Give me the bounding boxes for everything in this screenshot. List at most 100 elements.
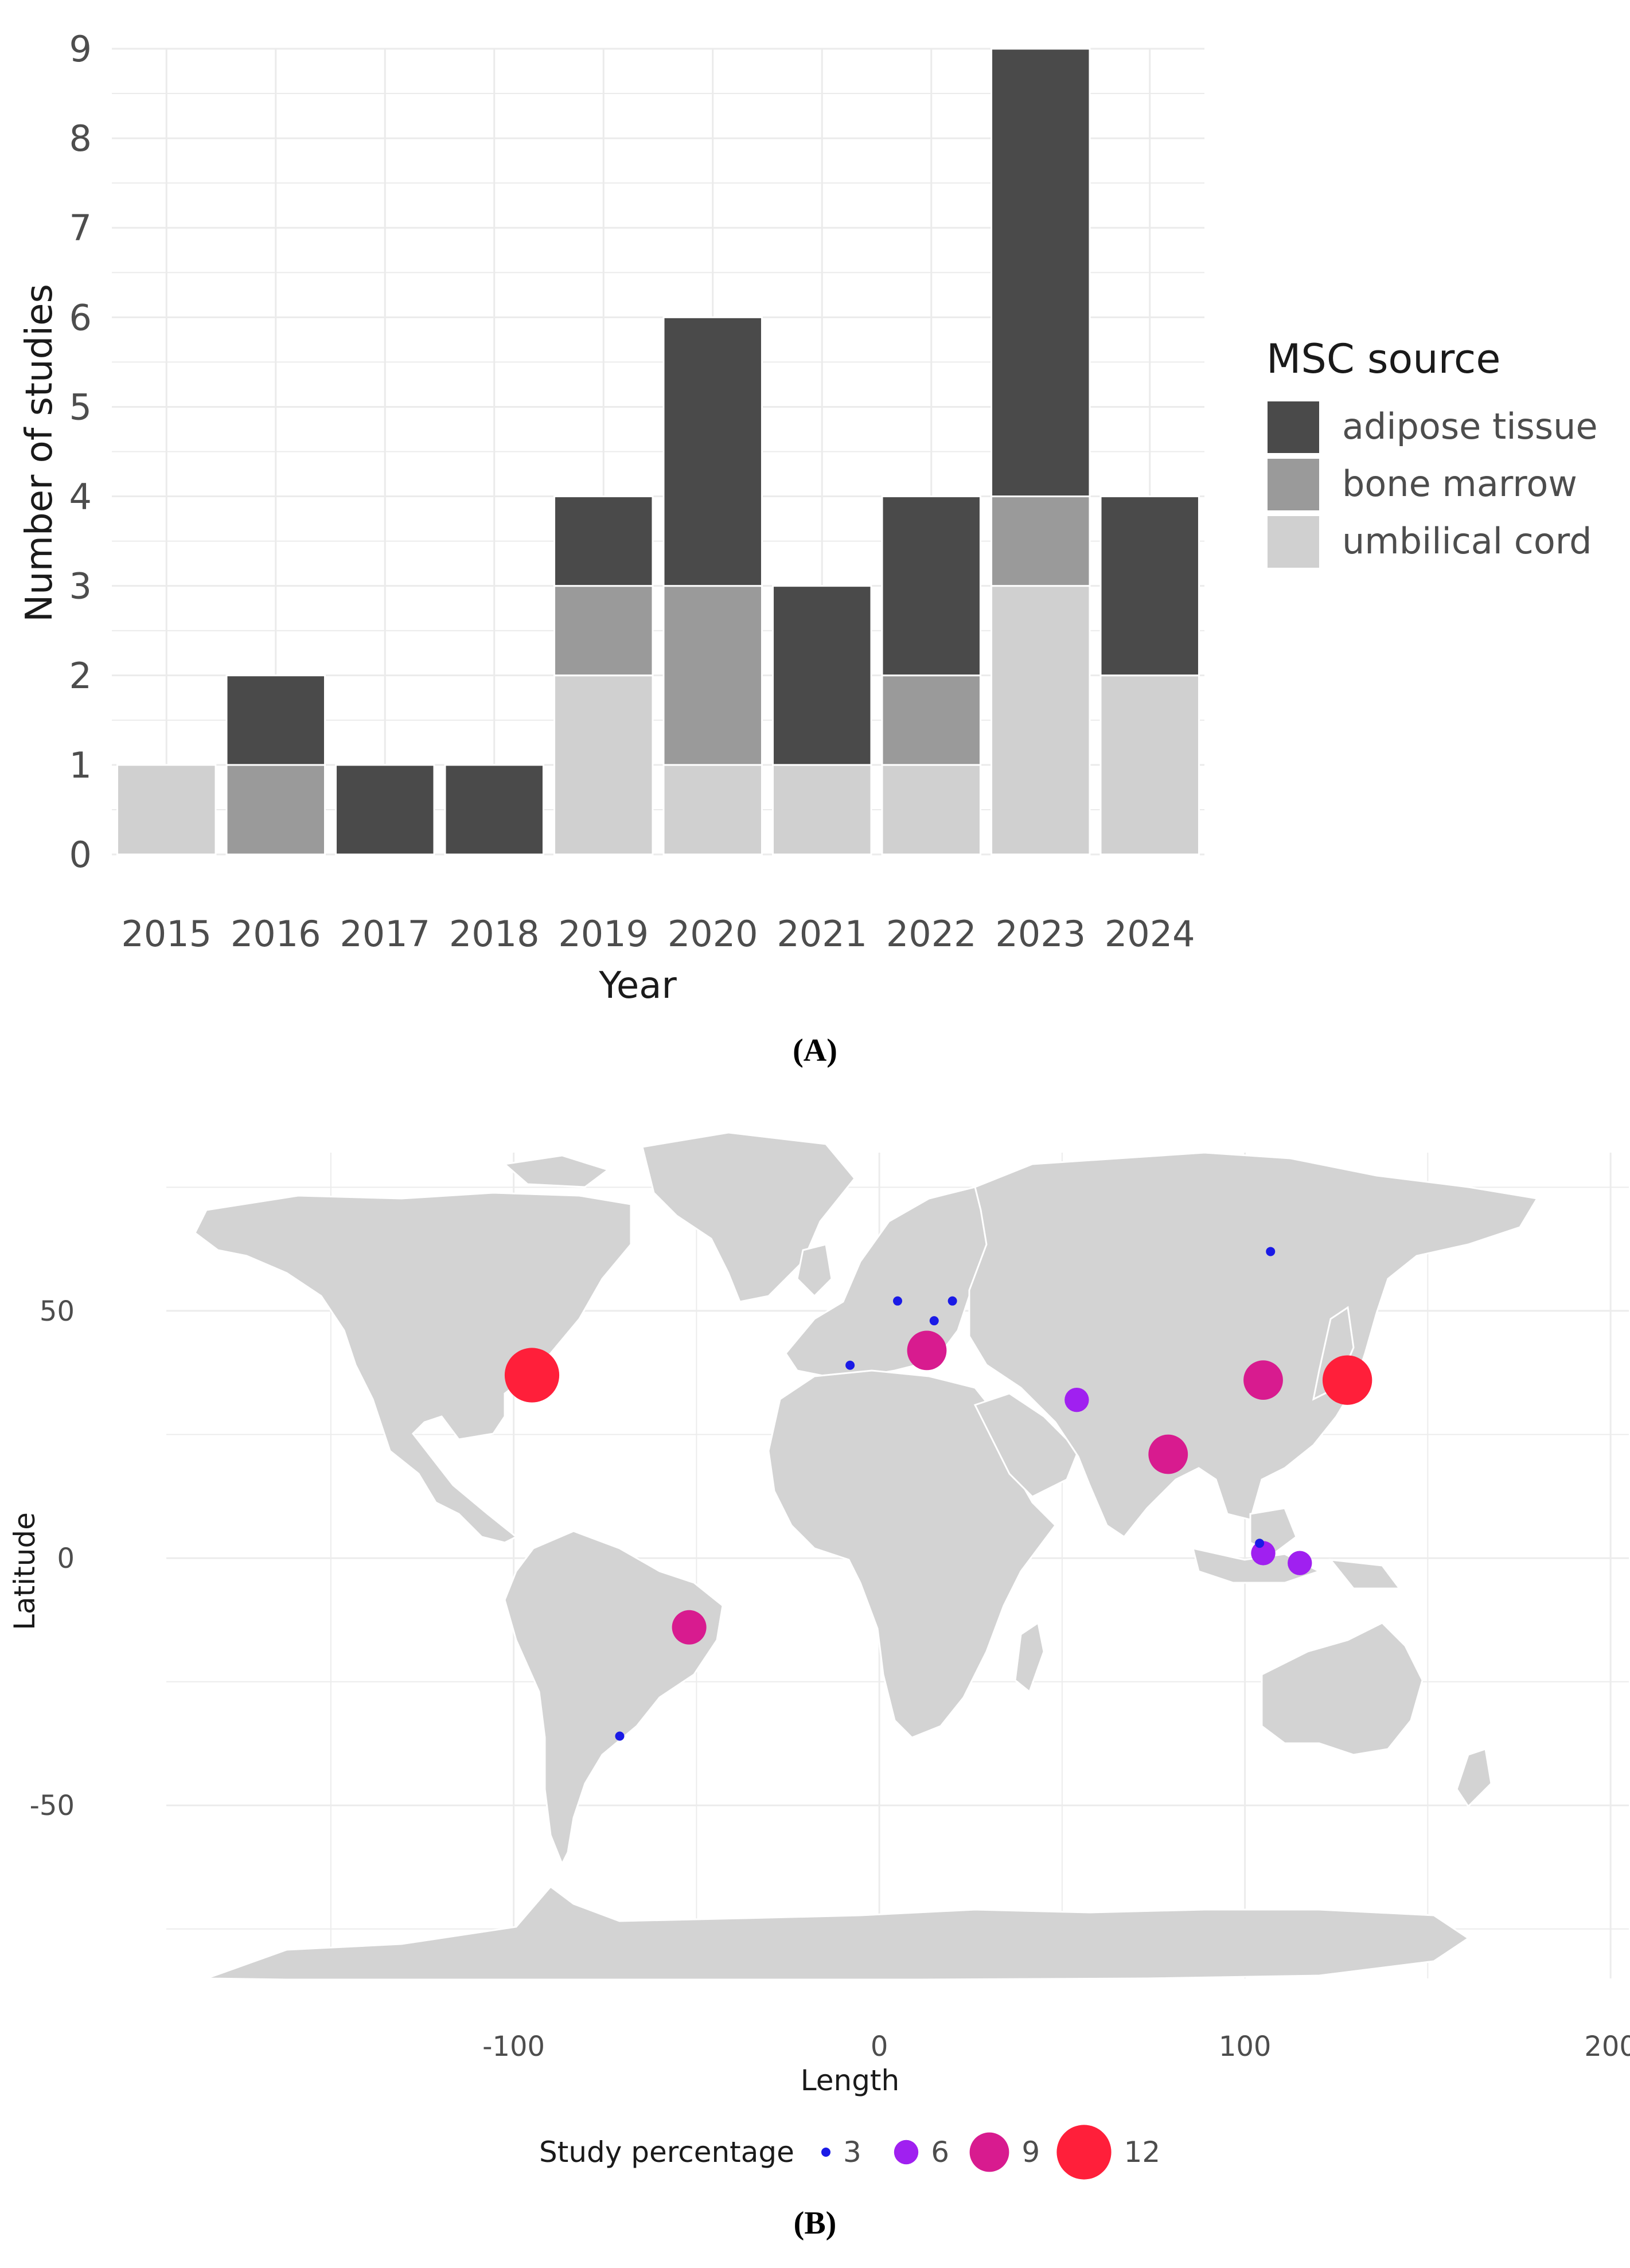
b-study-point (929, 1316, 939, 1326)
b-study-point (947, 1296, 957, 1306)
a-bar-segment-adipose-tissue-2022 (881, 495, 981, 677)
b-legend-title: Study percentage (539, 2136, 794, 2169)
b-x-tick-label: 200 (1584, 2031, 1630, 2063)
b-legend-dot (1056, 2125, 1112, 2180)
land-north-america (194, 1192, 632, 1544)
b-study-point (1322, 1355, 1372, 1405)
land-antarctica (206, 1885, 1470, 1981)
land-madagascar (1014, 1621, 1045, 1693)
a-legend-label-bone-marrow: bone marrow (1342, 463, 1577, 505)
b-y-axis-label: Latitude (8, 1512, 41, 1630)
a-bar-segment-bone-marrow-2022 (881, 674, 981, 766)
a-x-axis-label: Year (598, 965, 677, 1007)
a-bar-segment-adipose-tissue-2021 (772, 585, 872, 766)
b-study-points (504, 1247, 1372, 1741)
b-x-tick-labels: -100 0 100 200 (482, 2031, 1630, 2063)
a-legend-swatch-adipose-tissue (1268, 401, 1319, 453)
a-y-tick-label: 8 (69, 118, 92, 159)
a-bar-segment-umbilical-cord-2024 (1099, 674, 1200, 856)
a-bar-segment-umbilical-cord-2020 (662, 764, 763, 856)
a-bar-segment-bone-marrow-2020 (662, 585, 763, 766)
a-x-tick-label: 2019 (558, 913, 649, 955)
a-y-tick-label: 3 (69, 565, 92, 607)
a-legend-swatch-bone-marrow (1268, 459, 1319, 510)
a-caption: (A) (793, 1033, 837, 1068)
land-arabia (973, 1392, 1079, 1498)
a-x-tick-label: 2017 (340, 913, 430, 955)
a-x-tick-label: 2021 (777, 913, 867, 955)
a-legend-label-adipose-tissue: adipose tissue (1342, 405, 1598, 447)
b-legend-label: 6 (931, 2136, 949, 2169)
land-australia (1261, 1622, 1424, 1756)
a-x-tick-label: 2024 (1105, 913, 1195, 955)
a-x-tick-label: 2023 (995, 913, 1086, 955)
a-y-axis-label: Number of studies (18, 284, 61, 622)
b-legend-label: 9 (1021, 2136, 1040, 2169)
land-africa (767, 1369, 1056, 1739)
a-bar-segment-bone-marrow-2019 (553, 585, 654, 677)
a-bar-segment-adipose-tissue-2016 (225, 674, 326, 766)
land-new-zealand (1456, 1748, 1492, 1808)
a-x-tick-label: 2022 (886, 913, 977, 955)
a-legend-items: adipose tissue bone marrow umbilical cord (1268, 401, 1598, 568)
a-y-tick-label: 1 (69, 744, 92, 786)
a-bar-segment-umbilical-cord-2023 (991, 585, 1091, 856)
b-study-point (615, 1731, 625, 1741)
land-south-america (504, 1530, 724, 1866)
a-legend: MSC source adipose tissue bone marrow umbi… (1266, 335, 1598, 568)
a-y-tick-label: 6 (69, 296, 92, 338)
b-legend-label: 3 (843, 2136, 861, 2169)
land-indonesia (1191, 1547, 1321, 1584)
a-legend-label-umbilical-cord: umbilical cord (1342, 520, 1592, 562)
panel-b-world-map: -50 0 50 -100 0 100 200 Length Latitude Study… (8, 1131, 1630, 2241)
land-new-guinea (1328, 1559, 1401, 1590)
b-study-point (1148, 1434, 1188, 1474)
b-y-tick-labels: -50 0 50 (30, 1295, 75, 1822)
b-x-tick-label: 100 (1219, 2031, 1272, 2063)
a-y-tick-label: 0 (69, 834, 92, 876)
b-x-axis-label: Length (801, 2064, 899, 2097)
a-bar-segment-umbilical-cord-2015 (116, 764, 217, 856)
b-legend-label: 12 (1124, 2136, 1161, 2169)
a-bar-segment-adipose-tissue-2023 (991, 48, 1091, 498)
a-y-tick-label: 9 (69, 28, 92, 70)
a-y-tick-labels: 0 1 2 3 4 5 6 7 8 9 (69, 28, 92, 876)
b-study-point (845, 1360, 855, 1370)
world-map-landmass (194, 1131, 1539, 1981)
b-study-point (893, 1296, 902, 1306)
b-study-point (672, 1610, 707, 1645)
a-bars (116, 48, 1200, 856)
a-x-tick-label: 2018 (449, 913, 540, 955)
land-asia (968, 1151, 1539, 1539)
b-study-point (504, 1348, 560, 1403)
a-bar-segment-bone-marrow-2016 (225, 764, 326, 856)
a-bar-segment-bone-marrow-2023 (991, 495, 1091, 587)
b-y-tick-label: -50 (30, 1790, 75, 1822)
a-bar-segment-umbilical-cord-2022 (881, 764, 981, 856)
b-y-tick-label: 50 (40, 1295, 75, 1328)
b-y-tick-label: 0 (57, 1543, 75, 1575)
b-legend-items: 3 6 9 12 (821, 2125, 1161, 2180)
b-study-point (1266, 1247, 1276, 1256)
b-legend-dot (969, 2132, 1009, 2172)
a-bar-segment-umbilical-cord-2021 (772, 764, 872, 856)
b-study-point (1064, 1387, 1089, 1412)
land-arctic-islands (502, 1154, 610, 1188)
a-legend-title: MSC source (1266, 335, 1500, 382)
b-x-tick-label: -100 (482, 2031, 545, 2063)
a-bar-segment-umbilical-cord-2019 (553, 674, 654, 856)
a-bar-segment-adipose-tissue-2024 (1099, 495, 1200, 677)
a-x-tick-label: 2015 (121, 913, 212, 955)
a-y-tick-label: 7 (69, 207, 92, 249)
b-caption: (B) (794, 2205, 837, 2241)
b-legend-dot (821, 2148, 830, 2157)
a-x-tick-label: 2016 (231, 913, 321, 955)
a-bar-segment-adipose-tissue-2017 (335, 764, 435, 856)
b-study-point (1243, 1360, 1283, 1400)
a-x-tick-label: 2020 (668, 913, 758, 955)
a-bar-segment-adipose-tissue-2018 (444, 764, 544, 856)
a-bar-segment-adipose-tissue-2019 (553, 495, 654, 587)
b-x-tick-label: 0 (871, 2031, 888, 2063)
